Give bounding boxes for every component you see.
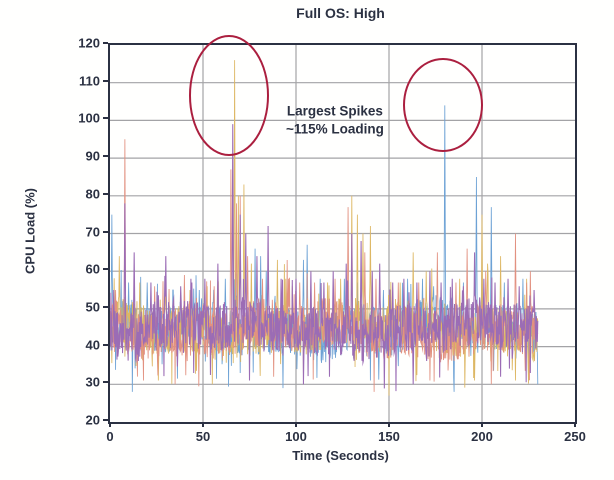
x-axis-label: Time (Seconds)	[292, 448, 389, 463]
y-axis-label: CPU Load (%)	[22, 188, 38, 274]
x-tick-label: 100	[285, 429, 307, 444]
y-tick-mark	[103, 155, 108, 158]
annotation-line1: Largest Spikes	[286, 103, 383, 119]
y-tick-mark	[103, 419, 108, 421]
y-tick-label: 110	[79, 73, 100, 89]
x-tick-label: 200	[471, 429, 493, 444]
y-tick-label: 50	[85, 299, 100, 315]
y-tick-label: 120	[78, 35, 100, 51]
x-tick-label: 0	[106, 429, 114, 444]
x-tick-mark	[481, 422, 483, 427]
x-tick-mark	[295, 422, 297, 427]
y-tick-label: 90	[85, 148, 100, 164]
y-tick-label: 40	[85, 337, 100, 353]
y-tick-label: 60	[85, 261, 100, 277]
x-tick-mark	[388, 422, 390, 427]
plot-area	[108, 43, 577, 424]
y-tick-mark	[103, 343, 108, 346]
x-tick-label: 150	[378, 429, 400, 444]
y-tick-mark	[103, 230, 108, 233]
x-tick-label: 50	[195, 429, 211, 444]
spike-ellipse	[188, 35, 269, 157]
y-tick-label: 80	[85, 186, 100, 202]
y-tick-label: 30	[85, 374, 100, 390]
y-tick-label: 20	[85, 412, 100, 428]
y-tick-mark	[103, 381, 108, 384]
chart-canvas	[110, 45, 575, 422]
chart-title: Full OS: High	[296, 5, 385, 21]
y-tick-label: 100	[78, 110, 100, 126]
spike-ellipse	[402, 58, 483, 153]
y-tick-mark	[103, 117, 108, 120]
y-tick-label: 70	[85, 224, 100, 239]
x-tick-mark	[574, 422, 576, 427]
y-tick-mark	[103, 42, 108, 44]
spike-annotation-text: Largest Spikes ~115% Loading	[286, 103, 384, 138]
annotation-line2: ~115% Loading	[285, 121, 384, 137]
y-tick-mark	[103, 268, 108, 271]
x-tick-mark	[202, 422, 204, 427]
x-tick-mark	[109, 422, 111, 427]
y-tick-mark	[103, 79, 108, 82]
x-tick-label: 250	[564, 429, 586, 444]
y-tick-mark	[103, 192, 108, 195]
y-tick-mark	[103, 305, 108, 308]
